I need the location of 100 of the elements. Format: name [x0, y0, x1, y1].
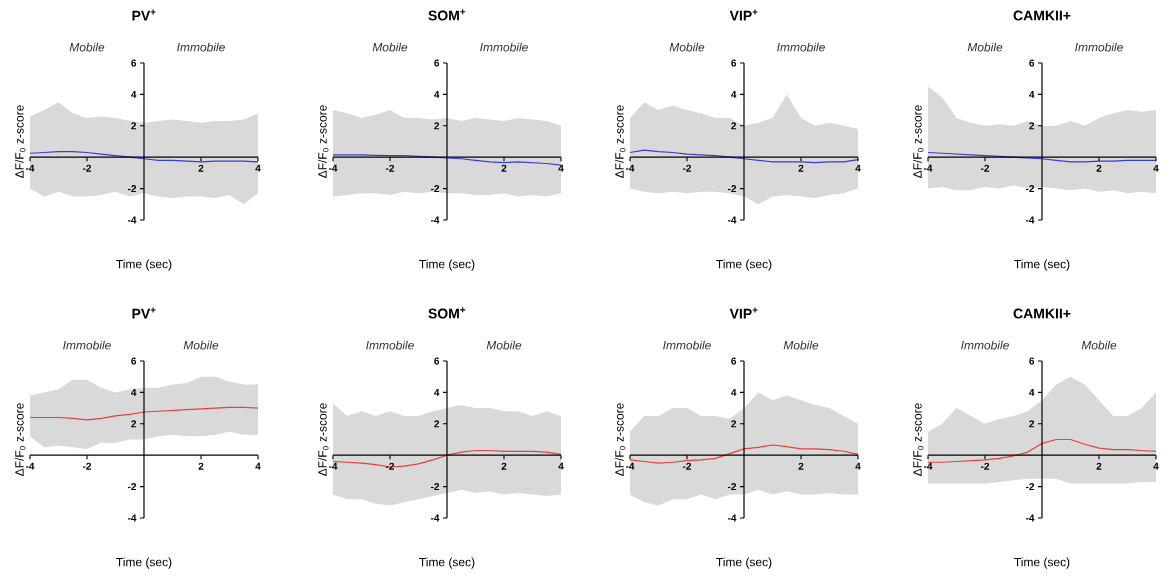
x-tick-label: -2	[980, 164, 990, 172]
x-tick-label: -2	[82, 164, 92, 172]
chart-title: VIP$^{+}$	[729, 307, 758, 319]
chart-title: SOM$^{+}$	[428, 9, 466, 21]
y-tick-label: 6	[1029, 59, 1035, 67]
y-tick-label: 2	[434, 420, 440, 428]
chart-title: CAMKII+	[1013, 10, 1071, 21]
text: Immobile	[961, 340, 1009, 350]
x-tick-label: -4	[625, 462, 635, 470]
y-tick-label: 2	[434, 122, 440, 130]
x-tick-label: -2	[385, 462, 395, 470]
x-axis-title: Time (sec)	[1014, 557, 1070, 569]
x-tick-label: -2	[82, 462, 92, 470]
y-tick-label: -4	[430, 216, 440, 224]
text: Immobile	[63, 340, 111, 350]
text: Mobile	[486, 340, 522, 350]
text: Immobile	[1075, 42, 1123, 52]
x-tick-label: 4	[255, 462, 261, 470]
x-axis-title: Time (sec)	[419, 259, 475, 271]
y-tick-label: 4	[131, 90, 137, 98]
y-tick-label: 2	[731, 420, 737, 428]
text: Immobile	[480, 42, 528, 52]
y-tick-label: 4	[1029, 90, 1035, 98]
y-tick-label: -2	[127, 185, 137, 193]
y-tick-label: -4	[1025, 514, 1035, 522]
x-tick-label: 2	[798, 164, 804, 172]
y-tick-label: -2	[430, 185, 440, 193]
y-tick-label: -2	[727, 483, 737, 491]
y-axis-title: ΔF/F$_{0}$ z-score	[614, 403, 626, 476]
x-tick-label: -4	[25, 164, 35, 172]
x-tick-label: 4	[1153, 164, 1159, 172]
x-tick-label: 2	[798, 462, 804, 470]
text: Mobile	[669, 42, 705, 52]
y-tick-label: -2	[127, 483, 137, 491]
x-tick-label: -4	[328, 164, 338, 172]
x-tick-label: 4	[1153, 462, 1159, 470]
chart-title: SOM$^{+}$	[428, 307, 466, 319]
chart-title: VIP$^{+}$	[729, 9, 758, 21]
x-tick-label: 2	[501, 164, 507, 172]
y-axis-title: ΔF/F$_{0}$ z-score	[912, 105, 924, 178]
text: Mobile	[372, 42, 408, 52]
text: Mobile	[183, 340, 219, 350]
x-tick-label: -2	[385, 164, 395, 172]
x-tick-label: -2	[980, 462, 990, 470]
y-tick-label: -4	[727, 514, 737, 522]
y-tick-label: 6	[131, 357, 137, 365]
y-tick-label: 6	[131, 59, 137, 67]
y-tick-label: 6	[731, 357, 737, 365]
text: Mobile	[69, 42, 105, 52]
text: Immobile	[177, 42, 225, 52]
x-tick-label: -4	[25, 462, 35, 470]
x-tick-label: -2	[682, 164, 692, 172]
x-axis-title: Time (sec)	[716, 557, 772, 569]
y-axis-title: ΔF/F$_{0}$ z-score	[614, 105, 626, 178]
x-axis-title: Time (sec)	[116, 259, 172, 271]
text: Immobile	[777, 42, 825, 52]
text: Immobile	[663, 340, 711, 350]
y-tick-label: 2	[131, 420, 137, 428]
x-tick-label: 2	[501, 462, 507, 470]
y-tick-label: 2	[1029, 122, 1035, 130]
x-axis-title: Time (sec)	[419, 557, 475, 569]
y-tick-label: 4	[731, 90, 737, 98]
x-tick-label: 4	[255, 164, 261, 172]
x-tick-label: -2	[682, 462, 692, 470]
y-tick-label: -4	[430, 514, 440, 522]
x-axis-title: Time (sec)	[1014, 259, 1070, 271]
chart-title: PV$^{+}$	[132, 9, 156, 21]
text: Mobile	[783, 340, 819, 350]
y-axis-title: ΔF/F$_{0}$ z-score	[317, 105, 329, 178]
text: Mobile	[1081, 340, 1117, 350]
y-tick-label: -2	[1025, 185, 1035, 193]
chart-title: PV$^{+}$	[132, 307, 156, 319]
y-tick-label: -4	[127, 514, 137, 522]
y-axis-title: ΔF/F$_{0}$ z-score	[14, 403, 26, 476]
line-series	[629, 444, 859, 464]
y-tick-label: 6	[434, 357, 440, 365]
y-axis-title: ΔF/F$_{0}$ z-score	[912, 403, 924, 476]
y-tick-label: -4	[127, 216, 137, 224]
x-axis-title: Time (sec)	[716, 259, 772, 271]
y-tick-label: 2	[1029, 420, 1035, 428]
x-tick-label: 4	[855, 462, 861, 470]
y-axis-title: ΔF/F$_{0}$ z-score	[14, 105, 26, 178]
x-tick-label: 4	[855, 164, 861, 172]
x-tick-label: 2	[1096, 462, 1102, 470]
text: Immobile	[366, 340, 414, 350]
x-tick-label: 2	[198, 462, 204, 470]
text: Mobile	[967, 42, 1003, 52]
x-tick-label: -4	[923, 164, 933, 172]
x-tick-label: -4	[625, 164, 635, 172]
chart-title: CAMKII+	[1013, 308, 1071, 319]
x-tick-label: -4	[328, 462, 338, 470]
x-tick-label: 2	[1096, 164, 1102, 172]
y-tick-label: 4	[1029, 388, 1035, 396]
y-tick-label: 4	[731, 388, 737, 396]
y-tick-label: 2	[731, 122, 737, 130]
y-tick-label: -4	[727, 216, 737, 224]
y-tick-label: -2	[1025, 483, 1035, 491]
y-tick-label: -2	[430, 483, 440, 491]
y-tick-label: 2	[131, 122, 137, 130]
y-tick-label: 4	[434, 90, 440, 98]
